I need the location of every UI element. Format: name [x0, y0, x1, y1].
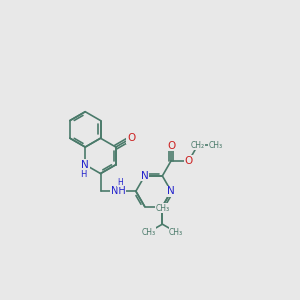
Text: H: H	[81, 169, 87, 178]
Text: CH₃: CH₃	[142, 228, 156, 237]
Text: CH₃: CH₃	[208, 141, 222, 150]
Text: N: N	[141, 171, 148, 181]
Text: NH: NH	[111, 186, 126, 196]
Text: CH₃: CH₃	[169, 228, 183, 237]
Text: O: O	[127, 133, 135, 143]
Text: H: H	[117, 178, 122, 187]
Text: CH₃: CH₃	[155, 204, 170, 213]
Text: N: N	[167, 186, 175, 196]
Text: CH₂: CH₂	[190, 141, 205, 150]
Text: O: O	[185, 156, 193, 166]
Text: O: O	[167, 141, 175, 151]
Text: N: N	[81, 160, 89, 170]
